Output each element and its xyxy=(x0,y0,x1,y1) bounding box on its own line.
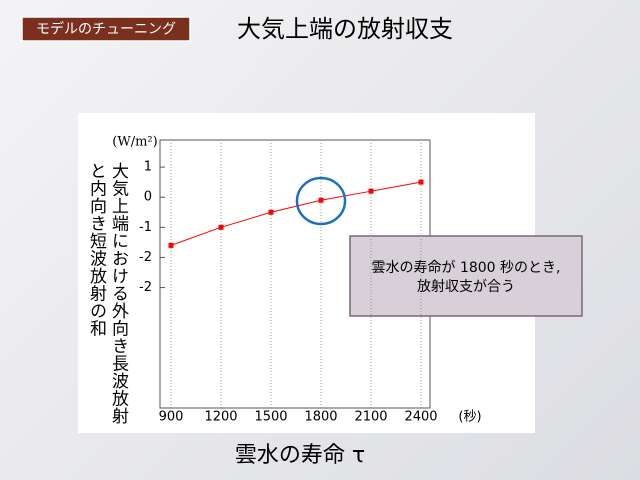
x-unit: (秒) xyxy=(458,410,481,425)
point xyxy=(368,188,374,194)
point xyxy=(418,179,424,185)
y-tick-label: 1 xyxy=(144,160,152,175)
point xyxy=(268,209,274,215)
series-line xyxy=(170,181,422,246)
x-tick-label: 1500 xyxy=(254,410,287,425)
annotation-box xyxy=(349,235,583,317)
plot: 1 0 -1 -2 -2 900 1200 1500 1800 2100 2400 xyxy=(139,140,438,425)
badge: モデルのチューニング xyxy=(36,21,176,38)
point xyxy=(168,242,174,248)
y-unit: (W/m²) xyxy=(112,135,157,150)
x-tick-label: 2100 xyxy=(354,410,387,425)
x-tick-label: 900 xyxy=(159,410,184,425)
annotation: 放射収支が合う xyxy=(417,279,515,295)
y-tick-label: -1 xyxy=(139,220,152,235)
y-tick-label: -2 xyxy=(139,280,152,295)
x-tick-label: 2400 xyxy=(404,410,437,425)
point xyxy=(218,224,224,230)
x-axis-label: 雲水の寿命 τ xyxy=(235,443,365,468)
y-tick-label: -2 xyxy=(139,250,152,265)
y-tick-label: 0 xyxy=(144,190,152,205)
highlight-circle xyxy=(295,176,347,226)
x-tick-label: 1800 xyxy=(304,410,337,425)
y-axis-label: と内向き短波放射の和 xyxy=(86,162,107,337)
annotation: 雲水の寿命が 1800 秒のとき, xyxy=(372,260,561,276)
point xyxy=(318,197,324,203)
badge-bg xyxy=(21,16,191,42)
x-tick-label: 1200 xyxy=(204,410,237,425)
slide-title: 大気上端の放射収支 xyxy=(237,15,453,43)
y-axis-label: 大気上端における外向き長波放射 xyxy=(108,162,129,425)
